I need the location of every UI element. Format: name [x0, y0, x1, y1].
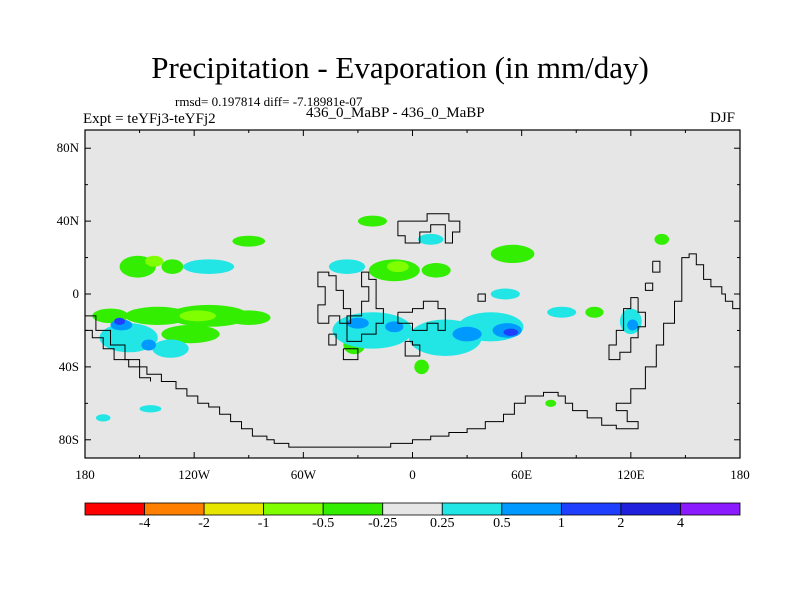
colorbar-label: -1 — [257, 516, 270, 531]
contour-region — [414, 359, 429, 375]
coastline — [346, 271, 384, 342]
coastline — [397, 300, 446, 331]
plot-background — [85, 130, 740, 458]
contour-region — [385, 321, 404, 333]
colorbar-label: -2 — [198, 516, 210, 531]
colorbar-label: -0.5 — [312, 516, 335, 531]
x-tick-label: 180 — [75, 467, 95, 482]
coastline — [608, 297, 646, 361]
contour-region — [141, 339, 156, 351]
coastline — [328, 333, 337, 346]
colorbar-label: 1 — [557, 516, 565, 531]
contour-region — [490, 244, 535, 264]
y-tick-label: 80S — [58, 431, 79, 447]
contour-region — [161, 324, 220, 344]
colorbar-label: 2 — [617, 516, 625, 531]
coastline — [397, 213, 461, 244]
contour-region — [95, 414, 111, 422]
contour-region — [328, 259, 366, 274]
x-tick-label: 120W — [178, 467, 211, 482]
y-tick-label: 80N — [56, 140, 79, 156]
contour-region — [232, 235, 266, 247]
colorbar-label: 4 — [676, 516, 684, 531]
contour-region — [452, 326, 482, 342]
x-tick-label: 60W — [290, 467, 316, 482]
experiment-label: Expt = teYFj3-teYFj2 — [83, 111, 216, 127]
colorbar-swatch — [501, 502, 562, 516]
contour-region — [547, 306, 577, 318]
colorbar-swatch — [144, 502, 205, 516]
x-tick-label: 60E — [511, 467, 533, 482]
colorbar-swatch — [560, 502, 622, 516]
axis-ticks — [84, 130, 741, 458]
contour-region — [545, 399, 557, 407]
contour-region — [145, 255, 164, 267]
contour-region — [179, 310, 216, 322]
coastline — [404, 340, 421, 357]
y-tick-label: 40N — [56, 213, 79, 229]
contour-fields — [92, 215, 670, 422]
contour-region — [347, 317, 369, 329]
y-tick-label: 0 — [72, 286, 80, 301]
contour-region — [139, 405, 162, 413]
contour-region — [114, 317, 126, 325]
contour-region — [387, 261, 409, 273]
colorbar-label: -0.25 — [368, 516, 398, 531]
colorbar-swatch — [441, 502, 503, 516]
coastline — [85, 253, 740, 448]
colorbar-label: 0.5 — [493, 516, 511, 531]
contour-region — [183, 259, 235, 274]
coastline — [85, 329, 151, 382]
colorbar-swatch — [322, 502, 384, 516]
contour-region — [421, 263, 451, 278]
coastline — [317, 271, 352, 324]
colorbar-label: 0.25 — [430, 516, 455, 531]
colorbar-swatch — [382, 502, 443, 516]
y-tick-label: 40S — [58, 358, 79, 374]
colorbar-swatch — [84, 502, 145, 516]
colorbar-label: -4 — [138, 516, 151, 531]
contour-region — [654, 233, 670, 245]
colorbar-swatch — [680, 502, 741, 516]
contour-region — [490, 288, 520, 300]
colorbar — [84, 502, 741, 516]
contour-region — [585, 306, 604, 318]
contour-region — [417, 233, 444, 245]
colorbar-swatch — [620, 502, 681, 516]
x-tick-label: 180 — [730, 467, 750, 482]
coastline — [644, 282, 654, 291]
coastlines — [85, 213, 740, 448]
contour-region — [357, 215, 388, 227]
season-label: DJF — [710, 110, 736, 126]
contour-region — [161, 259, 184, 274]
coastline — [477, 293, 486, 302]
colorbar-swatch — [263, 502, 324, 516]
coastline — [652, 260, 661, 273]
chart-title: Precipitation - Evaporation (in mm/day) — [151, 50, 649, 85]
x-tick-label: 0 — [409, 467, 416, 482]
coastline — [342, 348, 359, 361]
colorbar-swatch — [203, 502, 265, 516]
contour-region — [503, 328, 519, 336]
period-label: 436_0_MaBP - 436_0_MaBP — [306, 105, 485, 121]
contour-region — [152, 339, 189, 358]
contour-region — [627, 319, 639, 331]
stats-label: rmsd= 0.197814 diff= -7.18981e-07 — [175, 94, 363, 109]
contour-region — [226, 310, 271, 325]
x-tick-label: 120E — [617, 467, 645, 482]
